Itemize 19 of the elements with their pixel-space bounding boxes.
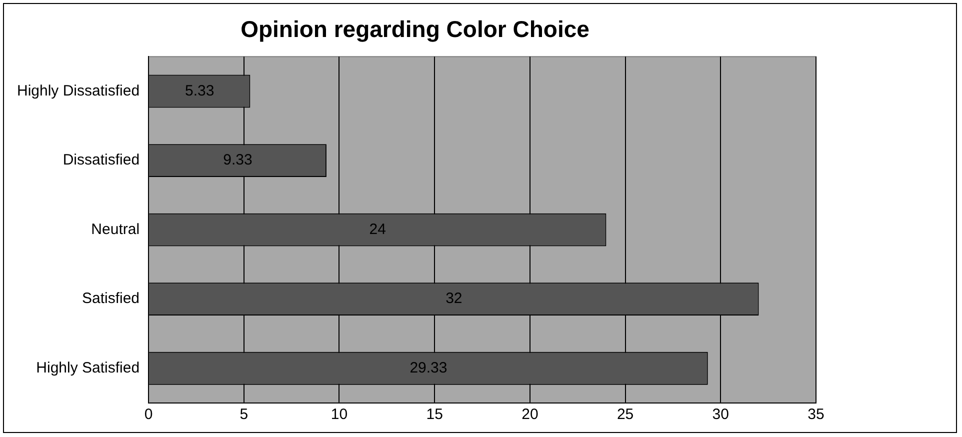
chart-title: Opinion regarding Color Choice bbox=[240, 16, 590, 42]
data-label: 9.33 bbox=[223, 152, 252, 169]
y-tick-label: Highly Dissatisfied bbox=[16, 82, 140, 100]
data-label: 24 bbox=[369, 220, 386, 238]
data-label: 5.33 bbox=[185, 82, 214, 100]
y-tick-label: Highly Satisfied bbox=[36, 360, 140, 376]
y-tick-label: Neutral bbox=[91, 220, 140, 238]
y-tick-label: Satisfied bbox=[82, 290, 140, 308]
x-tick-label: 10 bbox=[330, 406, 348, 424]
data-label: 29.33 bbox=[410, 360, 448, 376]
x-tick-label: 15 bbox=[426, 406, 443, 424]
data-label: 32 bbox=[446, 290, 462, 308]
x-tick-label: 25 bbox=[616, 406, 634, 424]
y-tick-label: Dissatisfied bbox=[62, 152, 140, 169]
x-tick-label: 20 bbox=[522, 406, 538, 424]
x-tick-label: 30 bbox=[712, 406, 729, 424]
x-tick-label: 5 bbox=[240, 406, 248, 424]
x-tick-label: 0 bbox=[144, 406, 153, 424]
x-tick-label: 35 bbox=[808, 406, 824, 424]
